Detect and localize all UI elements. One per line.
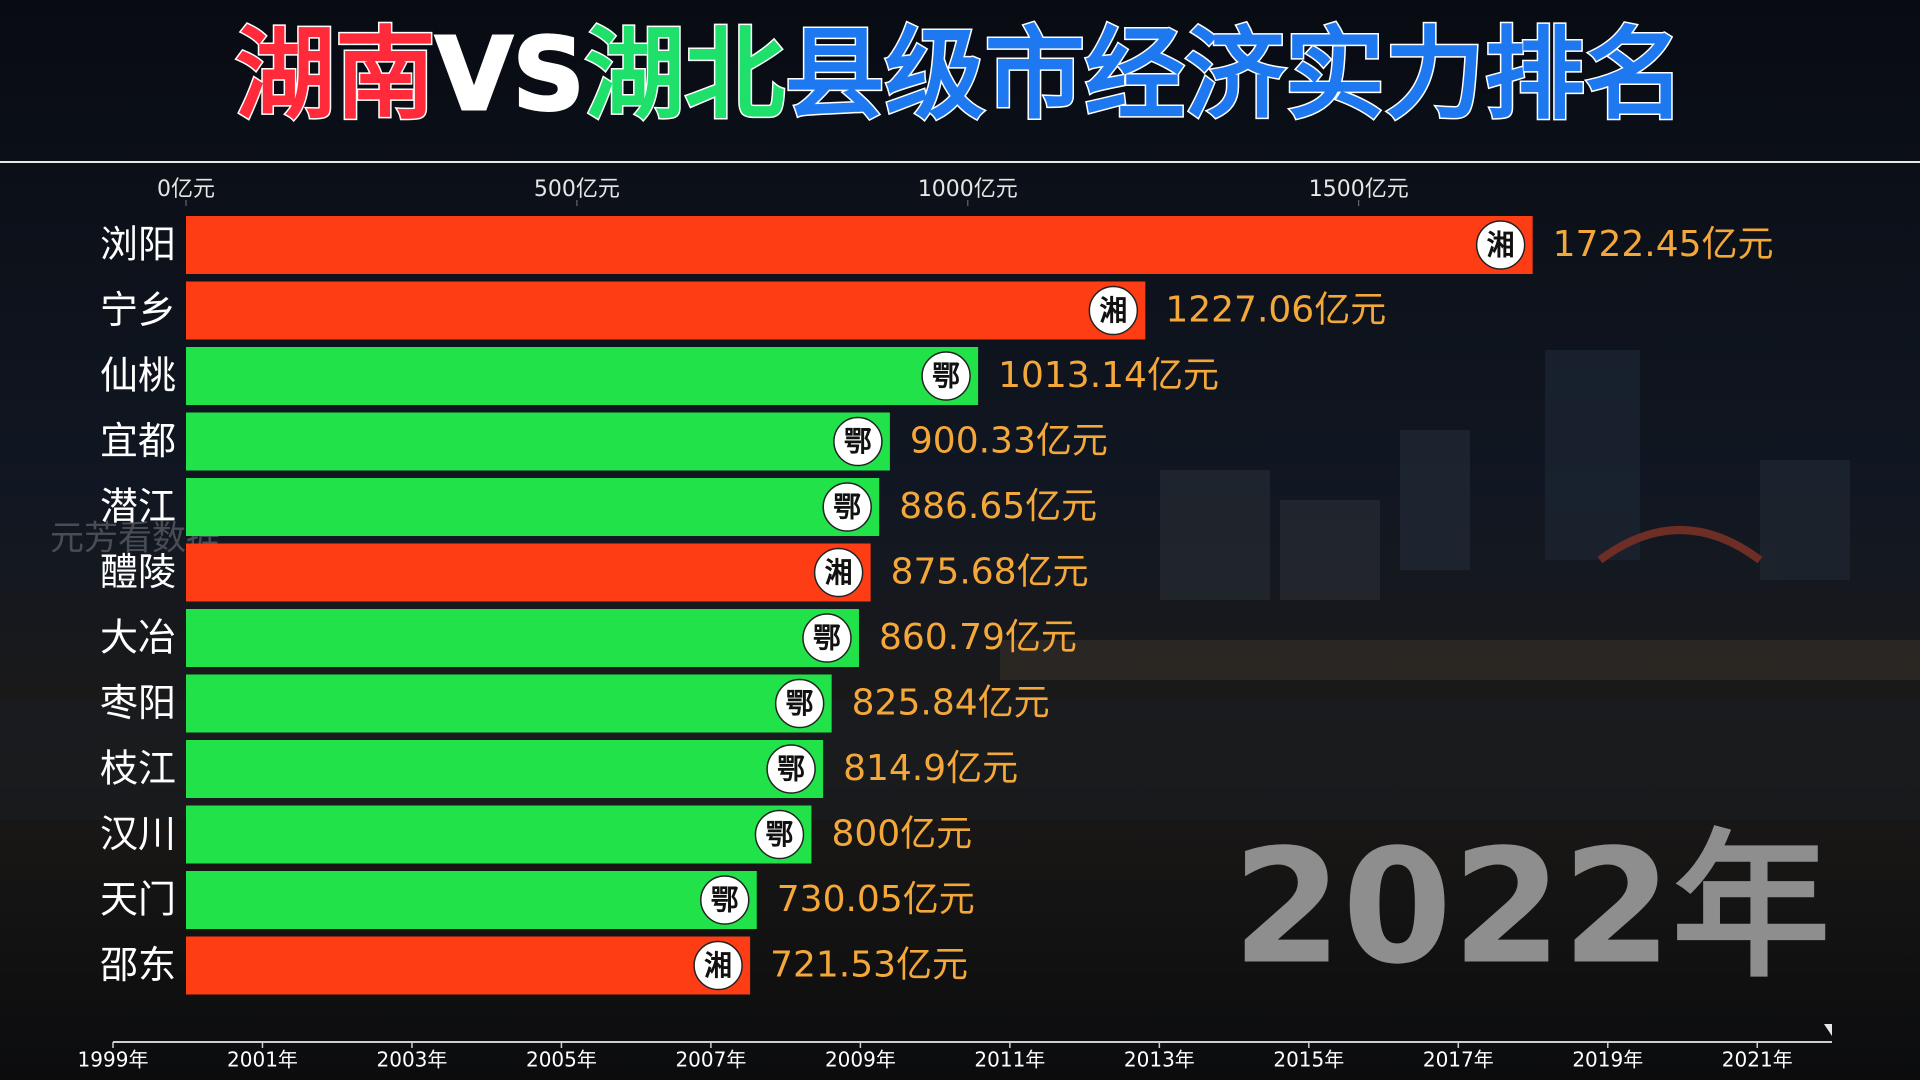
- category-label: 天门: [100, 878, 176, 922]
- bar: [186, 543, 871, 602]
- category-label: 大冶: [100, 616, 176, 660]
- timeline-label: 2021年: [1722, 1048, 1793, 1072]
- value-label: 886.65亿元: [899, 486, 1097, 527]
- value-label: 1227.06亿元: [1165, 290, 1386, 331]
- bar: [186, 412, 890, 471]
- bar: [186, 478, 880, 536]
- value-label: 730.05亿元: [777, 879, 975, 920]
- badge-label: 湘: [1487, 229, 1515, 262]
- category-label: 枣阳: [100, 681, 176, 725]
- x-tick-label: 0亿元: [157, 177, 215, 202]
- category-label: 汉川: [100, 812, 176, 856]
- timeline-label: 2003年: [377, 1048, 448, 1072]
- value-label: 900.33亿元: [910, 421, 1108, 462]
- category-label: 邵东: [100, 943, 176, 987]
- bar: [186, 609, 859, 667]
- timeline-label: 2007年: [675, 1048, 746, 1072]
- badge: [774, 678, 825, 729]
- timeline-label: 2011年: [974, 1048, 1045, 1072]
- badge: [754, 809, 805, 860]
- value-label: 860.79亿元: [879, 617, 1077, 658]
- bar: [186, 281, 1146, 340]
- timeline-label: 1999年: [78, 1048, 149, 1072]
- badge: [813, 547, 864, 598]
- badge-label: 鄂: [833, 491, 861, 524]
- badge: [802, 613, 852, 663]
- badge: [822, 482, 872, 532]
- bar: [186, 216, 1533, 274]
- badge-label: 鄂: [777, 753, 805, 786]
- category-label: 宁乡: [100, 288, 176, 332]
- value-label: 825.84亿元: [852, 683, 1050, 724]
- badge-label: 鄂: [711, 884, 739, 917]
- badge: [921, 351, 971, 401]
- value-label: 1013.14亿元: [998, 355, 1219, 396]
- category-label: 仙桃: [100, 354, 176, 398]
- timeline-label: 2019年: [1572, 1048, 1643, 1072]
- timeline-label: 2015年: [1273, 1048, 1344, 1072]
- timeline-marker: [1824, 1024, 1832, 1036]
- timeline-label: 2001年: [227, 1048, 298, 1072]
- category-label: 宜都: [100, 419, 176, 463]
- timeline-label: 2017年: [1423, 1048, 1494, 1072]
- category-label: 枝江: [100, 747, 176, 791]
- value-label: 800亿元: [831, 814, 972, 855]
- bar: [186, 871, 757, 929]
- badge-label: 鄂: [932, 360, 960, 393]
- badge-label: 鄂: [844, 425, 872, 458]
- badge: [693, 940, 743, 991]
- x-tick-label: 1500亿元: [1309, 177, 1409, 202]
- title: 湖南VS湖北县级市经济实力排名: [234, 15, 1686, 135]
- value-label: 721.53亿元: [770, 945, 968, 986]
- timeline-label: 2009年: [825, 1048, 896, 1072]
- bar: [186, 347, 979, 405]
- title-part: VS: [435, 16, 584, 133]
- bar: [186, 805, 812, 864]
- category-label: 潜江: [100, 485, 176, 529]
- badge-label: 鄂: [786, 687, 814, 720]
- title-part: 县级市经济实力排名: [785, 16, 1685, 133]
- value-label: 814.9亿元: [843, 748, 1018, 789]
- bar: [186, 674, 832, 733]
- badge-label: 鄂: [813, 622, 841, 655]
- badge-label: 湘: [1099, 294, 1127, 327]
- badge: [1475, 220, 1526, 270]
- bar: [186, 740, 824, 798]
- badge-label: 湘: [704, 949, 732, 982]
- x-tick-label: 1000亿元: [918, 177, 1018, 202]
- badge-label: 鄂: [765, 818, 793, 851]
- title-part: 湖北: [585, 16, 785, 133]
- value-label: 1722.45亿元: [1553, 224, 1774, 265]
- timeline-label: 2013年: [1124, 1048, 1195, 1072]
- badge-label: 湘: [825, 556, 853, 589]
- current-year: 2022年: [1232, 815, 1830, 999]
- badge: [766, 744, 816, 794]
- city-backdrop: [0, 350, 1920, 820]
- title-text: 湖南VS湖北县级市经济实力排名: [235, 16, 1684, 133]
- timeline-label: 2005年: [526, 1048, 597, 1072]
- category-label: 浏阳: [100, 223, 176, 267]
- category-label: 醴陵: [100, 550, 176, 594]
- badge: [700, 875, 750, 925]
- badge: [1088, 285, 1139, 336]
- bar: [186, 936, 751, 995]
- x-tick-label: 500亿元: [534, 177, 620, 202]
- title-part: 湖南: [235, 16, 435, 133]
- value-label: 875.68亿元: [891, 552, 1089, 593]
- badge: [833, 416, 883, 467]
